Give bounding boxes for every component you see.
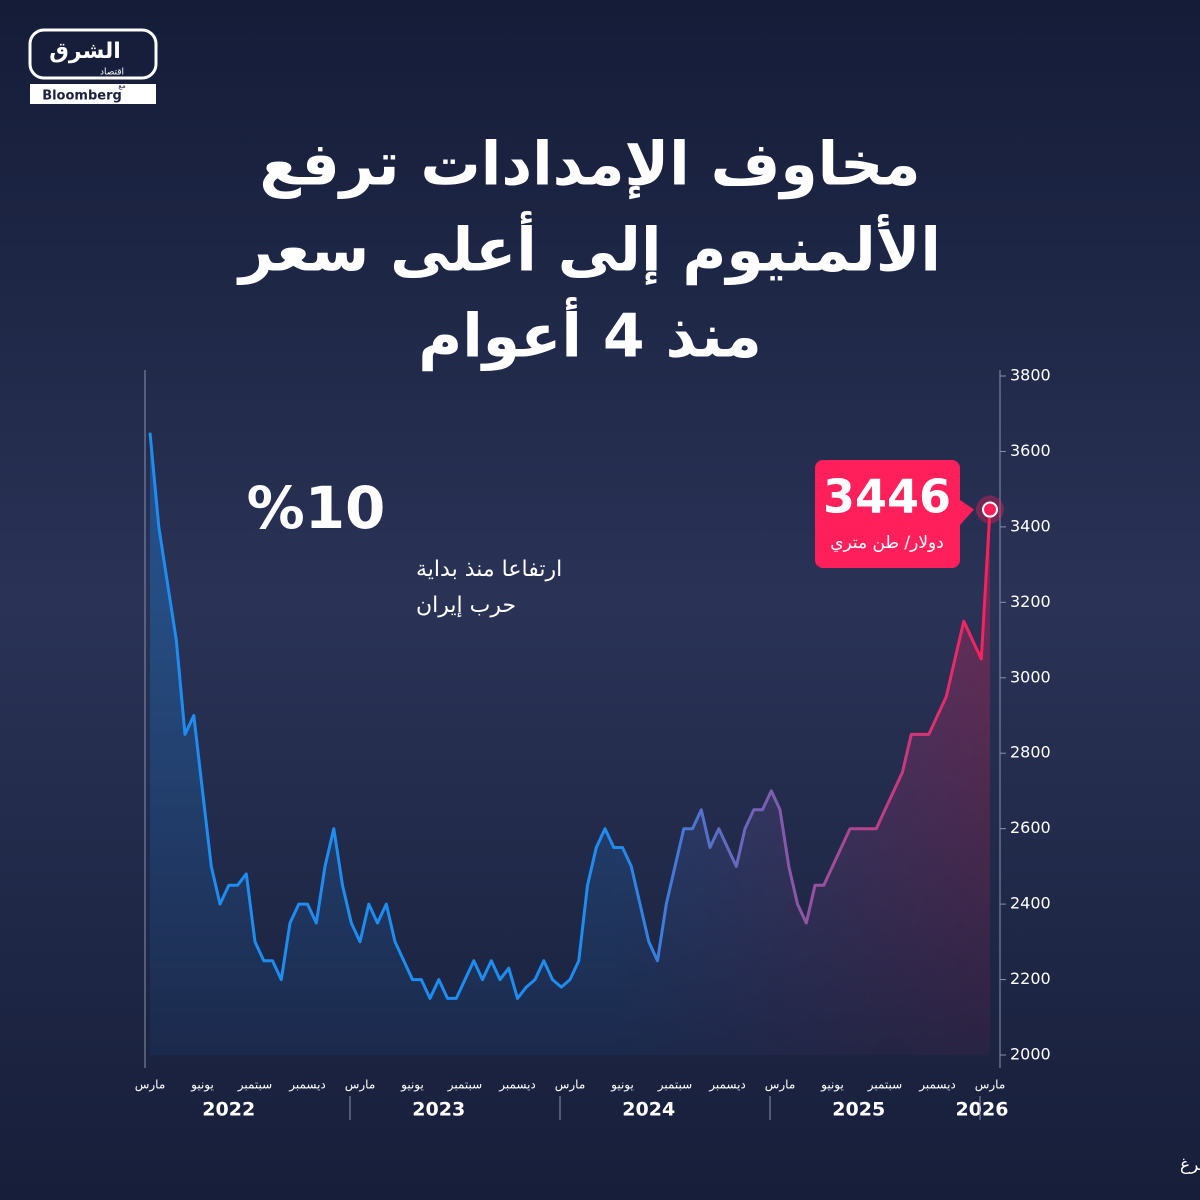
line: [148, 432, 992, 1000]
value-label: 3446: [823, 470, 951, 524]
y-tick-label: 3600: [1010, 441, 1051, 460]
logo-name: الشرق: [49, 39, 121, 64]
y-tick-label: 2400: [1010, 894, 1051, 913]
x-tick-label: سبتمبر: [237, 1078, 272, 1093]
x-tick-label: مارس: [555, 1078, 586, 1093]
x-tick-label: مارس: [345, 1078, 376, 1093]
chart-title: منذ 4 أعوام: [418, 297, 762, 372]
logo-frame: [28, 28, 158, 80]
chart-title: مخاوف الإمدادات ترفع: [259, 130, 920, 200]
x-tick-label: مارس: [135, 1078, 166, 1093]
annotation-text: حرب إيران: [416, 593, 516, 618]
year-label: 2025: [832, 1099, 885, 1121]
year-label: 2023: [412, 1099, 465, 1121]
x-tick-label: سبتمبر: [867, 1078, 902, 1093]
source: المصدر: بيانات بلومبرغ: [1180, 1155, 1200, 1175]
year-label: 2026: [956, 1099, 1009, 1121]
end-point: [982, 501, 998, 518]
area: [150, 432, 990, 1056]
x-tick-label: سبتمبر: [657, 1078, 692, 1093]
y-tick-label: 2000: [1010, 1045, 1051, 1064]
y-tick-label: 2200: [1010, 969, 1051, 988]
x-tick-label: ديسمبر: [708, 1078, 746, 1093]
year-label: 2022: [202, 1099, 255, 1121]
x-tick-label: مارس: [765, 1078, 796, 1093]
x-tick-label: مارس: [975, 1078, 1006, 1093]
value-badge: [815, 460, 960, 568]
y-tick-label: 3800: [1010, 366, 1051, 385]
y-tick-label: 3200: [1010, 592, 1051, 611]
badge-pointer: [960, 500, 974, 525]
y-tick-label: 3000: [1010, 667, 1051, 686]
x-tick-label: ديسمبر: [288, 1078, 326, 1093]
x-tick-label: ديسمبر: [498, 1078, 536, 1093]
x-tick-label: يونيو: [400, 1078, 424, 1093]
logo-sub: اقتصاد: [100, 68, 124, 78]
x-tick-label: يونيو: [190, 1078, 214, 1093]
logo-prefix: مع: [118, 82, 126, 90]
x-tick-label: يونيو: [610, 1078, 634, 1093]
x-tick-label: سبتمبر: [447, 1078, 482, 1093]
y-tick-label: 3400: [1010, 516, 1051, 535]
chart-title: الألمنيوم إلى أعلى سعر: [236, 211, 941, 286]
logo-partner: Bloomberg: [42, 89, 122, 104]
x-tick-label: يونيو: [820, 1078, 844, 1093]
logo: الشرق اقتصاد مع Bloomberg: [28, 28, 158, 104]
annotation-text: ارتفاعا منذ بداية: [416, 557, 562, 582]
y-tick-label: 2600: [1010, 818, 1051, 837]
value-unit: دولار/ طن متري: [830, 533, 944, 553]
year-label: 2024: [622, 1099, 675, 1121]
y-tick-label: 2800: [1010, 743, 1051, 762]
logo-bar: [30, 84, 156, 104]
x-tick-label: ديسمبر: [918, 1078, 956, 1093]
annotation-headline: %10: [247, 474, 386, 542]
